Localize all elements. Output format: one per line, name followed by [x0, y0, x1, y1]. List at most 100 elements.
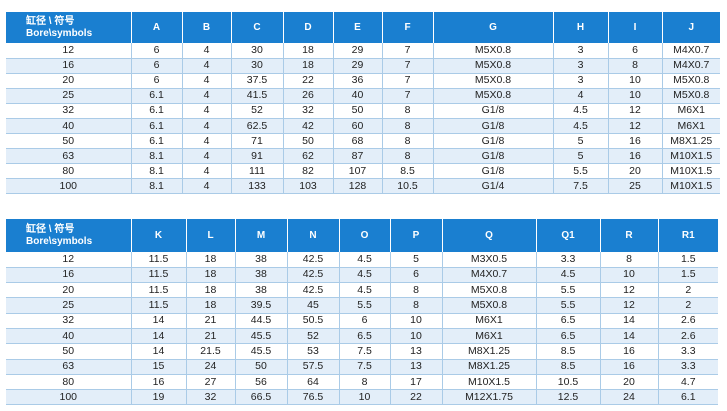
- header-label-en: Bore\symbols: [26, 235, 93, 247]
- column-header: K: [131, 219, 187, 252]
- dimension-cell: G1/8: [433, 148, 554, 165]
- table-row: 40 6.1 4 62.5 42 60 8 G1/8 4.5 12 M6X1: [6, 118, 720, 135]
- dimension-cell: 18: [283, 43, 334, 59]
- dimension-cell: 8: [339, 374, 391, 391]
- dimension-cell: 12: [600, 282, 659, 299]
- column-header: L: [186, 219, 236, 252]
- bore-size-cell: 20: [6, 73, 132, 89]
- dimension-cell: 10: [608, 73, 663, 89]
- bore-size-cell: 50: [6, 133, 132, 150]
- column-header: G: [433, 12, 554, 43]
- column-header: B: [182, 12, 232, 43]
- bore-size-cell: 32: [6, 313, 132, 329]
- dimension-cell: 5: [553, 148, 609, 165]
- dimension-cell: 4: [182, 103, 232, 119]
- bore-size-cell: 12: [6, 43, 132, 59]
- dimension-cell: 4: [182, 133, 232, 150]
- bore-size-cell: 16: [6, 267, 132, 284]
- dimension-cell: 40: [333, 88, 383, 104]
- dimension-cell: 18: [283, 58, 334, 74]
- dimension-cell: 133: [231, 178, 284, 195]
- column-header: A: [131, 12, 183, 43]
- dimension-cell: 10: [390, 313, 443, 329]
- dimension-cell: 2.6: [658, 313, 718, 329]
- dimension-cell: 5.5: [553, 163, 609, 180]
- bore-size-cell: 80: [6, 374, 132, 391]
- dimension-cell: 4: [182, 118, 232, 135]
- dimension-cell: G1/8: [433, 103, 554, 119]
- dimension-cell: 12: [600, 297, 659, 314]
- bore-symbols-header: 缸径 \ 符号 Bore\symbols: [6, 219, 132, 252]
- dimension-cell: 3: [553, 73, 609, 89]
- table-row: 80 16 27 56 64 8 17 M10X1.5 10.5 20 4.7: [6, 374, 718, 391]
- dimension-cell: 5.5: [339, 297, 391, 314]
- dimension-cell: 10.5: [536, 374, 601, 391]
- dimension-cell: 4: [553, 88, 609, 104]
- dimension-cell: 60: [333, 118, 383, 135]
- dimension-cell: M10X1.5: [662, 163, 720, 180]
- column-header: Q: [442, 219, 537, 252]
- dimension-cell: 26: [283, 88, 334, 104]
- dimension-cell: 18: [186, 282, 236, 299]
- dimension-cell: 4.5: [339, 282, 391, 299]
- dimension-cell: 8.1: [131, 163, 183, 180]
- dimension-cell: 107: [333, 163, 383, 180]
- bore-size-cell: 32: [6, 103, 132, 119]
- dimension-cell: 50.5: [287, 313, 340, 329]
- dimension-cell: 6.5: [339, 328, 391, 345]
- table-body: 12 11.5 18 38 42.5 4.5 5 M3X0.5 3.3 8 1.5 16 11.5 18 3…: [6, 252, 718, 406]
- dimension-cell: 8.5: [536, 359, 601, 375]
- bore-size-cell: 25: [6, 297, 132, 314]
- dimension-cell: 128: [333, 178, 383, 195]
- dimension-cell: 5.5: [536, 282, 601, 299]
- dimension-cell: 42.5: [287, 282, 340, 299]
- table-row: 32 6.1 4 52 32 50 8 G1/8 4.5 12 M6X1: [6, 103, 720, 119]
- dimension-cell: 8.1: [131, 178, 183, 195]
- dimension-cell: M10X1.5: [662, 148, 720, 165]
- dimension-cell: G1/8: [433, 163, 554, 180]
- dimension-cell: 30: [231, 58, 284, 74]
- dimension-cell: 42.5: [287, 267, 340, 284]
- dimension-cell: 18: [186, 252, 236, 268]
- dimension-cell: 10: [600, 267, 659, 284]
- table-body: 12 6 4 30 18 29 7 M5X0.8 3 6 M4X0.7 16 6 4 30 18 29 7 M5X0…: [6, 43, 720, 195]
- dimension-cell: 16: [608, 148, 663, 165]
- dimension-cell: 6: [131, 73, 183, 89]
- dimension-cell: 38: [235, 267, 288, 284]
- dimension-table-1: 缸径 \ 符号 Bore\symbols A B C D E F G H I J…: [6, 12, 720, 195]
- dimension-cell: 50: [283, 133, 334, 150]
- dimension-cell: 21: [186, 328, 236, 345]
- dimension-cell: 56: [235, 374, 288, 391]
- dimension-cell: 29: [333, 58, 383, 74]
- dimension-cell: M5X0.8: [433, 73, 554, 89]
- dimension-cell: 16: [600, 359, 659, 375]
- header-label-cn: 缸径 \ 符号: [26, 15, 75, 27]
- dimension-cell: 22: [283, 73, 334, 89]
- column-header: P: [390, 219, 443, 252]
- column-header: C: [231, 12, 284, 43]
- dimension-cell: 6: [390, 267, 443, 284]
- dimension-cell: 1.5: [658, 252, 718, 268]
- table-row: 16 6 4 30 18 29 7 M5X0.8 3 8 M4X0.7: [6, 58, 720, 74]
- header-label-cn: 缸径 \ 符号: [26, 223, 75, 235]
- dimension-cell: 24: [600, 389, 659, 406]
- dimension-cell: 42.5: [287, 252, 340, 268]
- dimension-cell: 4.5: [536, 267, 601, 284]
- dimension-cell: 8: [608, 58, 663, 74]
- dimension-cell: 12: [608, 103, 663, 119]
- dimension-cell: 39.5: [235, 297, 288, 314]
- table-row: 50 6.1 4 71 50 68 8 G1/8 5 16 M8X1.25: [6, 133, 720, 150]
- dimension-cell: 64: [287, 374, 340, 391]
- dimension-cell: G1/8: [433, 133, 554, 150]
- dimension-cell: 44.5: [235, 313, 288, 329]
- dimension-cell: 14: [600, 328, 659, 345]
- dimension-cell: 7.5: [553, 178, 609, 195]
- dimension-cell: 21: [186, 313, 236, 329]
- dimension-cell: 38: [235, 252, 288, 268]
- dimension-cell: 7.5: [339, 359, 391, 375]
- dimension-cell: 42: [283, 118, 334, 135]
- dimension-cell: 8: [390, 297, 443, 314]
- dimension-cell: 8: [382, 148, 434, 165]
- bore-size-cell: 40: [6, 328, 132, 345]
- bore-size-cell: 40: [6, 118, 132, 135]
